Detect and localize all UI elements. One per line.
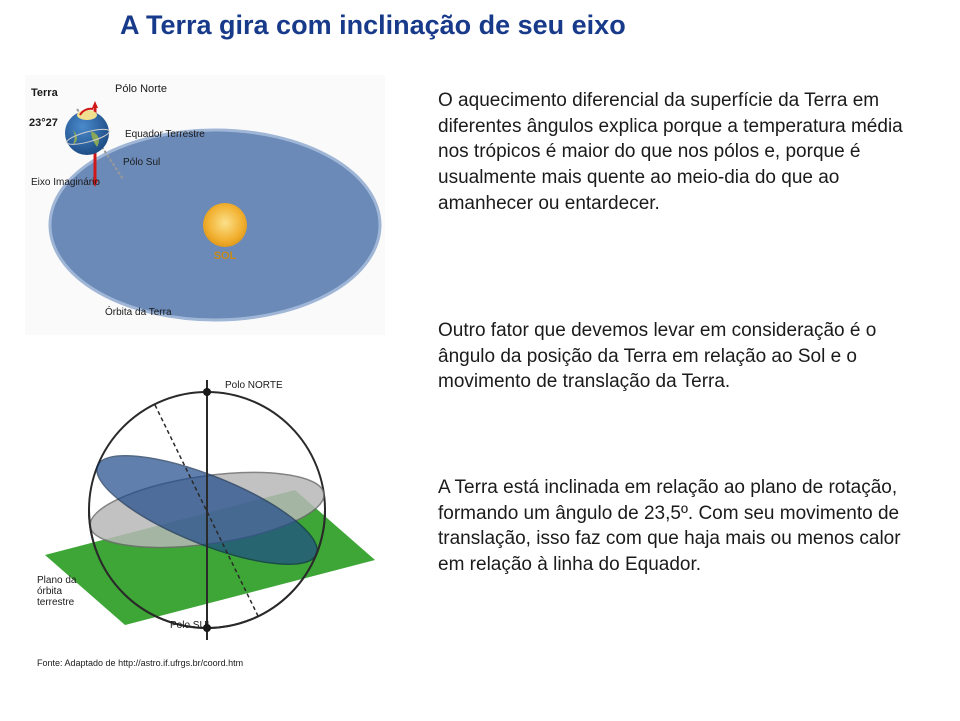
label-orbita: Órbita da Terra bbox=[105, 307, 172, 318]
label-polo-sul: Pólo Sul bbox=[123, 157, 160, 168]
label-sol: SOL bbox=[214, 250, 237, 262]
label-angle: 23°27 bbox=[29, 117, 58, 129]
paragraph-2: Outro fator que devemos levar em conside… bbox=[438, 318, 928, 395]
label-polo-norte-2: Polo NORTE bbox=[225, 380, 283, 391]
label-plano: Plano da órbita terrestre bbox=[37, 575, 87, 608]
label-polo-norte: Pólo Norte bbox=[115, 83, 167, 95]
figure-earth-orbit: SOL Terra Pólo Norte 23°27 Equador Terre… bbox=[25, 75, 385, 335]
label-equador: Equador Terrestre bbox=[125, 129, 205, 140]
earth-orbit-svg: SOL bbox=[25, 75, 385, 335]
figure-orbital-plane: Polo NORTE Polo SUL Plano da órbita terr… bbox=[35, 360, 385, 675]
label-eixo: Eixo Imaginário bbox=[31, 177, 100, 188]
label-terra: Terra bbox=[31, 87, 58, 99]
paragraph-1: O aquecimento diferencial da superfície … bbox=[438, 88, 928, 216]
page-title: A Terra gira com inclinação de seu eixo bbox=[120, 10, 626, 41]
label-polo-sul-2: Polo SUL bbox=[170, 620, 212, 631]
paragraph-3: A Terra está inclinada em relação ao pla… bbox=[438, 475, 928, 578]
label-fonte: Fonte: Adaptado de http://astro.if.ufrgs… bbox=[37, 658, 243, 668]
